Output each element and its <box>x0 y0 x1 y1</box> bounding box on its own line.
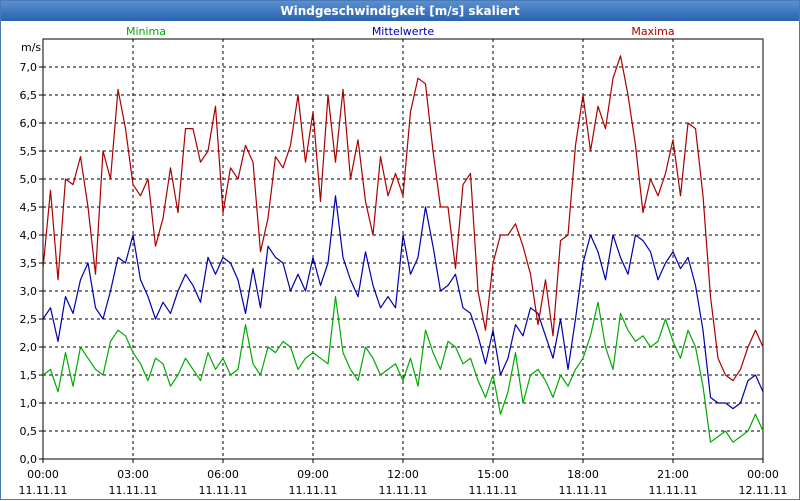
y-tick-label: 4,5 <box>20 201 38 214</box>
x-tick-date: 11.11.11 <box>559 484 608 497</box>
y-tick-label: 6,5 <box>20 89 38 102</box>
y-tick-label: 1,5 <box>20 369 38 382</box>
x-tick-date: 11.11.11 <box>379 484 428 497</box>
y-tick-label: 0,0 <box>20 453 38 466</box>
y-axis-ticks: 0,0 0,5 1,0 1,5 2,0 2,5 3,0 3,5 4,0 4,5 5,0 5,5 6,0 6… <box>20 61 43 466</box>
x-tick-time: 15:00 <box>477 468 509 481</box>
y-tick-label: 5,0 <box>20 173 38 186</box>
y-tick-label: 1,0 <box>20 397 38 410</box>
y-axis-label: m/s <box>21 41 41 54</box>
x-tick-time: 09:00 <box>297 468 329 481</box>
series-minima-line <box>42 296 764 443</box>
legend-mittelwerte: Mittelwerte <box>372 25 435 38</box>
y-tick-label: 5,5 <box>20 145 38 158</box>
x-tick-time: 00:00 <box>27 468 59 481</box>
x-tick-time: 18:00 <box>567 468 599 481</box>
y-tick-label: 2,5 <box>20 313 38 326</box>
x-tick-date: 11.11.11 <box>649 484 698 497</box>
y-tick-label: 3,0 <box>20 285 38 298</box>
y-tick-label: 3,5 <box>20 257 38 270</box>
x-tick-time: 21:00 <box>657 468 689 481</box>
y-tick-label: 2,0 <box>20 341 38 354</box>
x-tick-time: 03:00 <box>117 468 149 481</box>
x-tick-date: 11.11.11 <box>109 484 158 497</box>
chart-title: Windgeschwindigkeit [m/s] skaliert <box>1 1 799 21</box>
y-tick-label: 0,5 <box>20 425 38 438</box>
y-tick-label: 4,0 <box>20 229 38 242</box>
legend: Minima Mittelwerte Maxima <box>126 25 675 38</box>
x-tick-date: 11.11.11 <box>19 484 68 497</box>
series-maxima-line <box>42 55 764 382</box>
x-tick-time: 06:00 <box>207 468 239 481</box>
legend-maxima: Maxima <box>631 25 674 38</box>
x-axis-ticks: 00:00 11.11.11 03:00 11.11.11 06:00 11.11.11 0… <box>19 459 788 497</box>
y-tick-label: 7,0 <box>20 61 38 74</box>
x-tick-date: 11.11.11 <box>289 484 338 497</box>
series-mittelwerte-line <box>42 195 764 410</box>
x-tick-time: 12:00 <box>387 468 419 481</box>
grid <box>43 39 763 459</box>
x-tick-date: 11.11.11 <box>469 484 518 497</box>
legend-minima: Minima <box>126 25 166 38</box>
y-tick-label: 6,0 <box>20 117 38 130</box>
x-tick-time: 00:00 <box>747 468 779 481</box>
x-tick-date: 12.11.11 <box>739 484 788 497</box>
series-layer <box>42 55 764 443</box>
x-tick-date: 11.11.11 <box>199 484 248 497</box>
